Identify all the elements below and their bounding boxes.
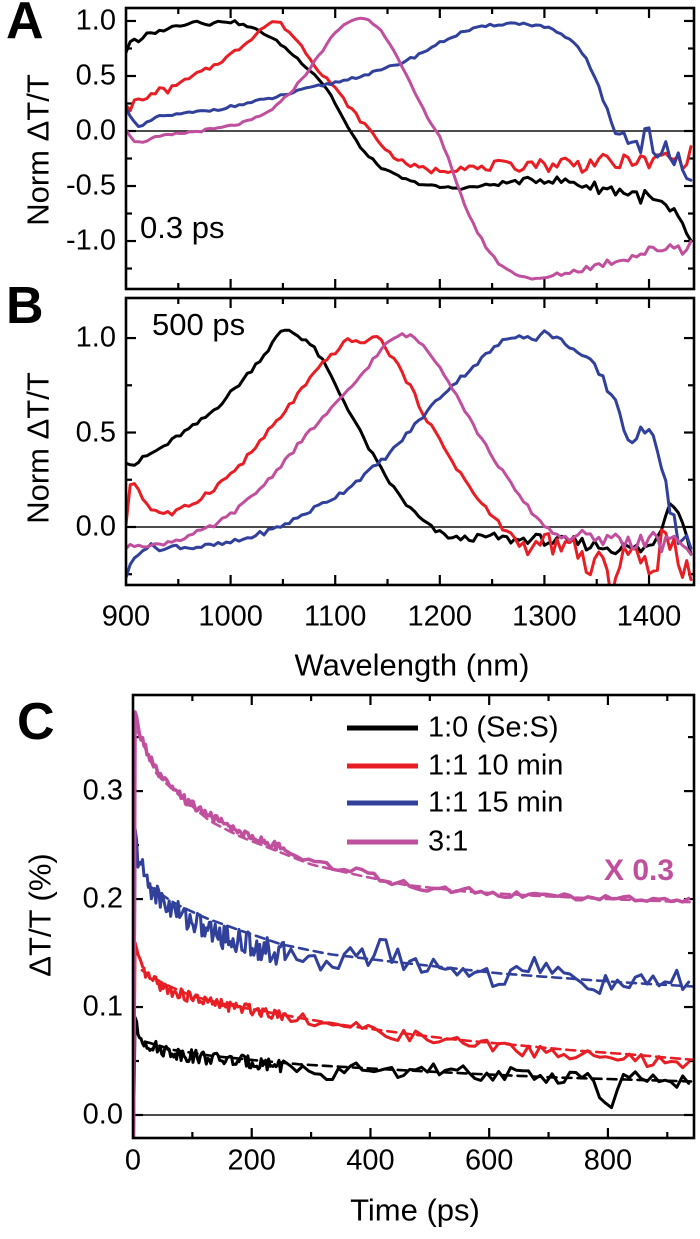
panel-c-frame [131, 693, 696, 1140]
y-tick-label-b-0.0: 0.0 [75, 510, 116, 543]
y-tick-label-c-0.2: 0.2 [82, 882, 123, 915]
y-tick-label-a--1.0: -1.0 [66, 224, 116, 257]
series-1-1-10-min [127, 20, 693, 175]
x-tick-label-b-1400: 1400 [616, 600, 682, 633]
y-tick-label-a-1.0: 1.0 [75, 4, 116, 37]
legend-label-2: 1:1 10 min [428, 749, 564, 782]
series-1-1-15-min [127, 21, 693, 182]
series-1-1-15-min [127, 329, 693, 579]
panel-a-label: A [6, 0, 44, 50]
y-tick-label-c-0.0: 0.0 [82, 1098, 123, 1131]
x-tick-label-c-600: 600 [464, 1144, 514, 1177]
y-tick-label-c-0.3: 0.3 [82, 774, 123, 807]
series-1-1-15-min [134, 827, 691, 1133]
legend-label-3: 1:1 15 min [428, 786, 564, 819]
series-3-1 [127, 16, 693, 281]
series-1-1-10-min [127, 335, 693, 584]
y-tick-label-a-0.5: 0.5 [75, 59, 116, 92]
y-tick-label-c-0.1: 0.1 [82, 990, 123, 1023]
wavelength-axis-title: Wavelength (nm) [294, 647, 530, 683]
panel-a-time-annotation: 0.3 ps [140, 210, 225, 245]
x-tick-label-b-1100: 1100 [304, 600, 367, 633]
series-fit-1-0 [143, 1040, 693, 1083]
panel-b-label: B [6, 277, 44, 335]
y-tick-label-a--0.5: -0.5 [66, 169, 116, 202]
panel-c-y-axis-title: ΔT/T (%) [22, 853, 58, 977]
y-tick-label-b-1.0: 1.0 [75, 321, 116, 354]
x-tick-label-c-200: 200 [227, 1144, 276, 1177]
panel-a-y-axis-title: Norm ΔT/T [20, 74, 56, 226]
panel-b-y-axis-title: Norm ΔT/T [20, 372, 56, 524]
x-tick-label-b-1000: 1000 [198, 600, 263, 633]
series-fit-1-1-15-min [146, 883, 693, 988]
legend-label-1: 1:0 (Se:S) [428, 711, 559, 744]
panel-b-frame [124, 296, 696, 587]
panel-c-scale-note: X 0.3 [604, 854, 675, 887]
x-tick-label-c-0: 0 [124, 1144, 142, 1177]
panel-c-label: C [17, 693, 55, 751]
series-3-1 [127, 332, 693, 556]
series-fit-3-1 [136, 730, 692, 904]
series-1-1-10-min [134, 941, 691, 1120]
x-tick-label-c-400: 400 [346, 1144, 395, 1177]
x-tick-label-b-900: 900 [101, 600, 151, 633]
y-tick-label-a-0.0: 0.0 [75, 114, 116, 147]
series-1-0-se-s- [127, 328, 693, 556]
time-axis-title: Time (ps) [350, 1192, 480, 1228]
y-tick-label-b-0.5: 0.5 [75, 416, 116, 449]
series-1-0-se-s- [134, 1015, 691, 1131]
panel-a-ticks [126, 8, 694, 289]
panel-b-time-annotation: 500 ps [152, 307, 246, 342]
series-fit-1-1-10-min [140, 969, 693, 1062]
panel-a-frame [124, 6, 696, 291]
x-tick-label-b-1300: 1300 [512, 600, 577, 633]
x-tick-label-b-1200: 1200 [407, 600, 473, 633]
x-tick-label-c-800: 800 [583, 1144, 633, 1177]
series-1-0-se-s- [127, 19, 693, 243]
legend-label-4: 3:1 [428, 825, 469, 858]
